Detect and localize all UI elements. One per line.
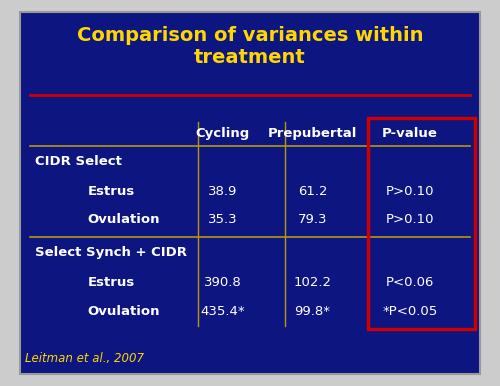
Text: 99.8*: 99.8* [294,305,330,318]
Text: CIDR Select: CIDR Select [35,155,122,168]
Text: 61.2: 61.2 [298,185,327,198]
Text: Select Synch + CIDR: Select Synch + CIDR [35,246,187,259]
Text: *P<0.05: *P<0.05 [382,305,438,318]
Text: 102.2: 102.2 [294,276,332,289]
Text: P>0.10: P>0.10 [386,185,434,198]
Text: Ovulation: Ovulation [88,305,160,318]
Text: Comparison of variances within
treatment: Comparison of variances within treatment [77,26,423,67]
Text: Leitman et al., 2007: Leitman et al., 2007 [25,352,144,366]
Text: Estrus: Estrus [88,276,135,289]
Bar [368,118,475,329]
Text: 390.8: 390.8 [204,276,242,289]
Text: 35.3: 35.3 [208,213,238,226]
Text: Prepubertal: Prepubertal [268,127,357,140]
Text: P<0.06: P<0.06 [386,276,434,289]
Text: 38.9: 38.9 [208,185,237,198]
Text: 79.3: 79.3 [298,213,327,226]
Text: Cycling: Cycling [196,127,250,140]
Text: 435.4*: 435.4* [200,305,245,318]
Text: P-value: P-value [382,127,438,140]
Text: P>0.10: P>0.10 [386,213,434,226]
Text: Estrus: Estrus [88,185,135,198]
Text: Ovulation: Ovulation [88,213,160,226]
